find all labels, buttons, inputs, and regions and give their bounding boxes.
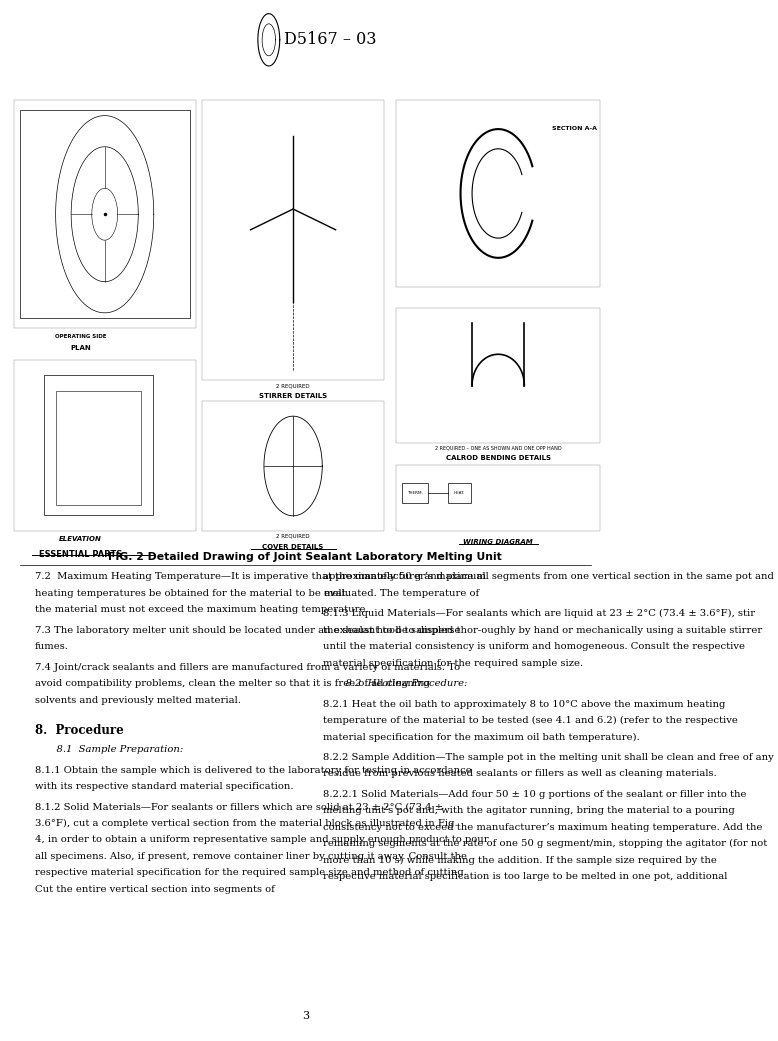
Text: OPERATING SIDE: OPERATING SIDE bbox=[54, 333, 106, 338]
Text: ESSENTIAL PARTS: ESSENTIAL PARTS bbox=[39, 550, 122, 559]
Text: more than 10 s) while making the addition. If the sample size required by the: more than 10 s) while making the additio… bbox=[324, 856, 717, 865]
Text: 8.2.1 Heat the oil bath to approximately 8 to 10°C above the maximum heating: 8.2.1 Heat the oil bath to approximately… bbox=[324, 700, 726, 709]
Text: COVER DETAILS: COVER DETAILS bbox=[262, 544, 324, 551]
Bar bbox=[397, 308, 600, 442]
Text: residue from previous heated sealants or fillers as well as cleaning materials.: residue from previous heated sealants or… bbox=[324, 769, 717, 779]
Text: the material must not exceed the maximum heating temperature.: the material must not exceed the maximum… bbox=[35, 605, 369, 614]
Text: solvents and previously melted material.: solvents and previously melted material. bbox=[35, 695, 240, 705]
Text: Cut the entire vertical section into segments of: Cut the entire vertical section into seg… bbox=[35, 885, 275, 894]
Text: CALROD BENDING DETAILS: CALROD BENDING DETAILS bbox=[446, 455, 551, 461]
Text: fumes.: fumes. bbox=[35, 642, 68, 652]
Text: 8.2  Heating Procedure:: 8.2 Heating Procedure: bbox=[333, 679, 467, 688]
Bar bbox=[13, 359, 196, 531]
Text: all specimens. Also, if present, remove container liner by cutting it away. Cons: all specimens. Also, if present, remove … bbox=[35, 852, 467, 861]
Text: ELEVATION: ELEVATION bbox=[59, 536, 102, 542]
Text: 7.3 The laboratory melter unit should be located under an exhaust hood to disper: 7.3 The laboratory melter unit should be… bbox=[35, 626, 461, 635]
Text: 8.1  Sample Preparation:: 8.1 Sample Preparation: bbox=[44, 745, 183, 754]
Text: the sealant to be sampled thor‐oughly by hand or mechanically using a suitable s: the sealant to be sampled thor‐oughly by… bbox=[324, 626, 762, 635]
Text: SECTION A-A: SECTION A-A bbox=[552, 126, 597, 131]
Text: material specification for the maximum oil bath temperature).: material specification for the maximum o… bbox=[324, 733, 640, 741]
Text: 8.2.2 Sample Addition—The sample pot in the melting unit shall be clean and free: 8.2.2 Sample Addition—The sample pot in … bbox=[324, 753, 774, 762]
Text: 8.1.3 Liquid Materials—For sealants which are liquid at 23 ± 2°C (73.4 ± 3.6°F),: 8.1.3 Liquid Materials—For sealants whic… bbox=[324, 609, 755, 618]
Bar bbox=[44, 375, 153, 515]
Text: with its respective standard material specification.: with its respective standard material sp… bbox=[35, 782, 293, 791]
Text: melting unit’s pot and, with the agitator running, bring the material to a pouri: melting unit’s pot and, with the agitato… bbox=[324, 807, 735, 815]
Text: respective material specification for the required sample size and method of cut: respective material specification for th… bbox=[35, 868, 467, 878]
Bar bbox=[202, 100, 384, 380]
Text: approximately 50 g and place all segments from one vertical section in the same : approximately 50 g and place all segment… bbox=[324, 573, 774, 582]
Text: D5167 – 03: D5167 – 03 bbox=[284, 31, 377, 48]
Bar bbox=[19, 110, 190, 319]
Text: 7.2  Maximum Heating Temperature—It is imperative that the manufacturer’s maximu: 7.2 Maximum Heating Temperature—It is im… bbox=[35, 573, 485, 582]
Bar bbox=[448, 483, 471, 504]
Text: 3: 3 bbox=[302, 1011, 309, 1021]
Text: avoid compatibility problems, clean the melter so that it is free of all cleanin: avoid compatibility problems, clean the … bbox=[35, 679, 429, 688]
Text: STIRRER DETAILS: STIRRER DETAILS bbox=[259, 392, 328, 399]
Text: respective material specification is too large to be melted in one pot, addition: respective material specification is too… bbox=[324, 872, 728, 881]
Bar bbox=[397, 100, 600, 287]
Text: until the material consistency is uniform and homogeneous. Consult the respectiv: until the material consistency is unifor… bbox=[324, 642, 745, 652]
Text: 2 REQUIRED – ONE AS SHOWN AND ONE OPP HAND: 2 REQUIRED – ONE AS SHOWN AND ONE OPP HA… bbox=[435, 446, 562, 451]
Bar bbox=[402, 483, 428, 504]
Text: consistency not to exceed the manufacturer’s maximum heating temperature. Add th: consistency not to exceed the manufactur… bbox=[324, 822, 763, 832]
Text: remaining segments at the rate of one 50 g segment/min, stopping the agitator (f: remaining segments at the rate of one 50… bbox=[324, 839, 768, 848]
Text: 8.2.2.1 Solid Materials—Add four 50 ± 10 g portions of the sealant or filler int: 8.2.2.1 Solid Materials—Add four 50 ± 10… bbox=[324, 790, 747, 799]
Text: material specification for the required sample size.: material specification for the required … bbox=[324, 659, 584, 667]
Text: 2 REQUIRED: 2 REQUIRED bbox=[276, 383, 310, 388]
Text: 4, in order to obtain a uniform representative sample and supply enough product : 4, in order to obtain a uniform represen… bbox=[35, 836, 489, 844]
Text: FIG. 2 Detailed Drawing of Joint Sealant Laboratory Melting Unit: FIG. 2 Detailed Drawing of Joint Sealant… bbox=[108, 552, 502, 562]
Text: 8.1.2 Solid Materials—For sealants or fillers which are solid at 23 ± 2°C (73.4 : 8.1.2 Solid Materials—For sealants or fi… bbox=[35, 803, 443, 812]
Text: 3.6°F), cut a complete vertical section from the material block as illustrated i: 3.6°F), cut a complete vertical section … bbox=[35, 819, 457, 829]
Bar bbox=[202, 401, 384, 531]
Bar bbox=[13, 100, 196, 328]
Text: THERM.: THERM. bbox=[408, 491, 423, 494]
Text: HEAT.: HEAT. bbox=[454, 491, 465, 494]
Text: PLAN: PLAN bbox=[70, 345, 91, 351]
Text: temperature of the material to be tested (see 4.1 and 6.2) (refer to the respect: temperature of the material to be tested… bbox=[324, 716, 738, 726]
Bar bbox=[56, 390, 141, 505]
Text: 8.1.1 Obtain the sample which is delivered to the laboratory for testing in acco: 8.1.1 Obtain the sample which is deliver… bbox=[35, 766, 471, 775]
Bar bbox=[397, 465, 600, 531]
Text: melt.: melt. bbox=[324, 589, 349, 598]
Text: 7.4 Joint/crack sealants and fillers are manufactured from a variety of material: 7.4 Joint/crack sealants and fillers are… bbox=[35, 663, 460, 671]
Text: WIRING DIAGRAM: WIRING DIAGRAM bbox=[464, 539, 533, 545]
Text: 8.  Procedure: 8. Procedure bbox=[35, 725, 124, 737]
Text: 2 REQUIRED: 2 REQUIRED bbox=[276, 534, 310, 539]
Text: heating temperatures be obtained for the material to be evaluated. The temperatu: heating temperatures be obtained for the… bbox=[35, 589, 479, 598]
